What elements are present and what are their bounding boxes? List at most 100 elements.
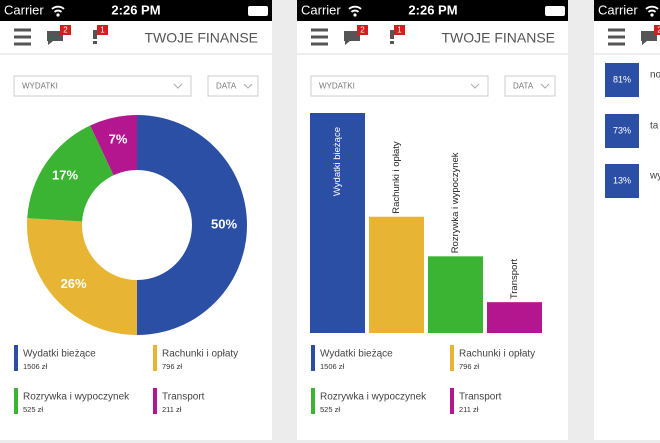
legend-swatch [153,388,157,414]
app-title: TWOJE FINANSE [441,30,555,46]
donut-slice [26,218,137,335]
carrier: Carrier [301,2,341,17]
category-dropdown[interactable] [13,75,192,97]
carrier: Carrier [4,2,44,17]
legend-swatch [311,388,315,414]
legend-amount: 211 zł [162,405,182,414]
legend-name: Wydatki bieżące [23,349,96,360]
legend-name: Rozrywka i wypoczynek [320,392,427,403]
legend-swatch [450,388,454,414]
category-value: WYDATKI [319,82,355,91]
date-dropdown[interactable] [207,75,259,97]
badge-count: 1 [100,26,105,35]
legend-name: Rachunki i opłaty [459,349,535,360]
percent-tile[interactable] [605,63,639,97]
messages-icon[interactable] [344,31,360,45]
badge [394,25,405,35]
status-bar [297,0,568,21]
donut-slice [27,125,114,222]
legend-amount: 796 zł [459,362,479,371]
menu-icon[interactable] [608,42,625,46]
wifi-dot [56,13,60,17]
wifi-dot [353,13,357,17]
slice-label: 17% [52,168,78,183]
chevron [540,83,550,89]
bar [310,113,365,333]
bar-label: Transport [509,259,520,300]
wifi-icon [645,5,659,13]
menu-icon[interactable] [311,28,328,32]
legend-amount: 1506 zł [320,362,345,371]
legend-swatch [153,345,157,371]
slice-label: 7% [109,132,128,147]
bar [487,302,542,333]
legend-name: Transport [459,392,502,403]
legend-name: Rozrywka i wypoczynek [23,392,130,403]
phone-screen: Carrier 2:26 PM 2 1 TWOJE FINANSE WYDATKI DATA… [297,0,568,440]
badge [357,25,368,35]
legend-name: Transport [162,392,205,403]
alert-icon[interactable] [93,30,97,39]
legend-amount: 796 zł [162,362,182,371]
badge-count: 1 [397,26,402,35]
list-text: wy [649,171,660,182]
legend-amount: 211 zł [459,405,479,414]
alert-dot [390,41,394,44]
menu-icon[interactable] [311,35,328,39]
bar-label: Rachunki i opłaty [391,141,402,214]
badge [60,25,71,35]
percent-label: 13% [613,175,631,185]
legend-amount: 525 zł [23,405,43,414]
badge-count: 2 [360,26,365,35]
date-value: DATA [513,82,534,91]
menu-icon[interactable] [14,35,31,39]
clock: 2:26 PM [111,2,160,17]
legend-swatch [311,345,315,371]
menu-icon[interactable] [311,42,328,46]
wifi-dot [650,13,654,17]
messages-icon[interactable] [641,31,657,45]
alert-icon[interactable] [390,30,394,39]
status-bar [594,0,660,21]
badge [97,25,108,35]
chevron [243,83,253,89]
category-dropdown[interactable] [310,75,489,97]
percent-tile[interactable] [605,114,639,148]
legend-name: Rachunki i opłaty [162,349,238,360]
menu-icon[interactable] [14,42,31,46]
date-value: DATA [216,82,237,91]
legend-amount: 525 zł [320,405,340,414]
alert-dot [93,41,97,44]
wifi-icon [348,5,362,13]
badge [654,25,660,35]
date-dropdown[interactable] [504,75,556,97]
donut-slice [90,115,137,176]
percent-tile[interactable] [605,164,639,198]
list-text: no [650,70,660,81]
badge-count: 2 [657,26,660,35]
badge-count: 2 [63,26,68,35]
chevron [470,83,480,89]
menu-icon[interactable] [608,35,625,39]
percent-label: 73% [613,125,631,135]
slice-label: 26% [61,276,87,291]
percent-label: 81% [613,74,631,84]
messages-icon[interactable] [47,31,63,45]
donut-slice [137,115,247,335]
legend-swatch [450,345,454,371]
wifi-icon [51,5,65,13]
bar [428,256,483,333]
bar-label: Wydatki bieżące [332,127,343,196]
phone-screen: Carrier 2:26 PM 2 1 TWOJE FINANSE WYDATKI DATA… [0,0,272,440]
chevron [173,83,183,89]
legend-name: Wydatki bieżące [320,349,393,360]
menu-icon[interactable] [608,28,625,32]
slice-label: 50% [211,216,237,231]
status-bar [0,0,272,21]
category-value: WYDATKI [22,82,58,91]
menu-icon[interactable] [14,28,31,32]
bar-label: Rozrywka i wypoczynek [450,152,461,253]
list-text: ta [650,121,659,132]
legend-amount: 1506 zł [23,362,48,371]
